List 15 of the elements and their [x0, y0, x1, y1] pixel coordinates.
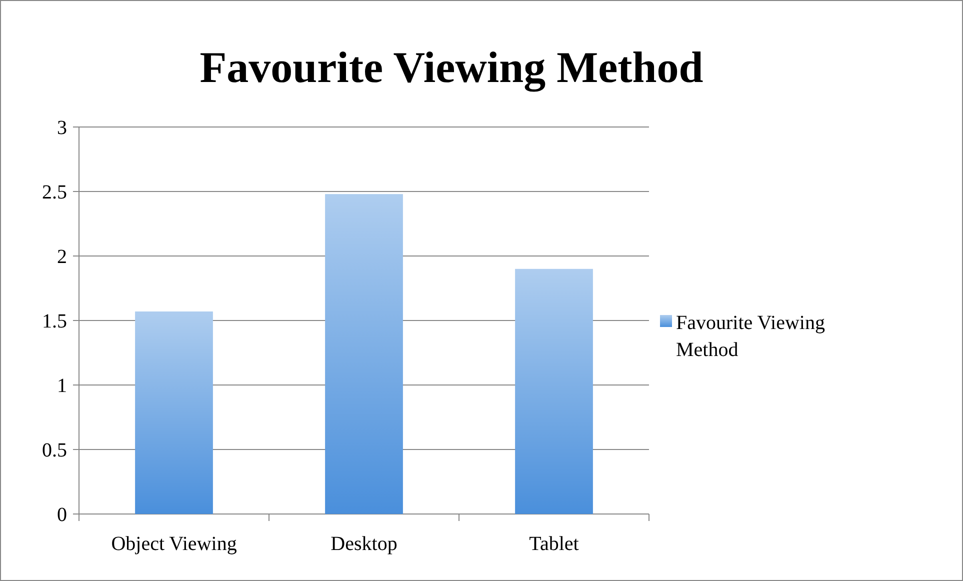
y-tick-label: 0.5 [42, 440, 67, 462]
legend-label: Favourite Viewing Method [676, 312, 825, 361]
y-tick-label: 1 [57, 375, 67, 397]
bar [325, 194, 403, 514]
x-tick-label: Tablet [529, 533, 580, 555]
y-tick-label: 2 [57, 246, 67, 268]
chart-title: Favourite Viewing Method [200, 43, 704, 92]
y-tick-label: 1.5 [42, 310, 67, 332]
y-tick-label: 0 [57, 504, 67, 526]
bar [135, 311, 213, 514]
x-tick-label: Object Viewing [111, 533, 237, 555]
y-tick-label: 3 [57, 117, 67, 139]
bar [515, 268, 593, 514]
x-tick-label: Desktop [330, 533, 398, 555]
y-tick-label: 2.5 [42, 182, 67, 204]
